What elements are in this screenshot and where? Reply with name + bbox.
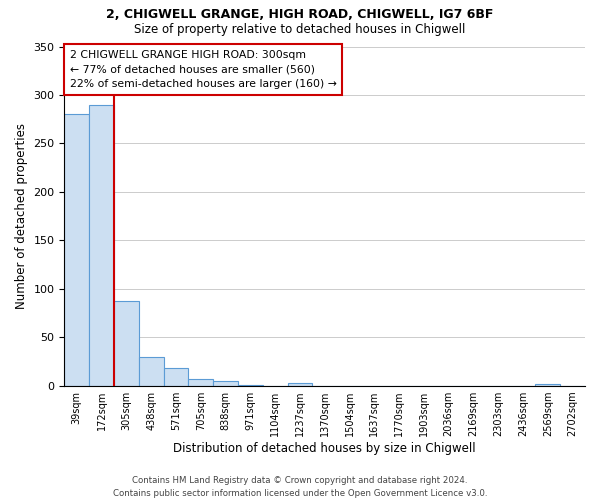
Text: Size of property relative to detached houses in Chigwell: Size of property relative to detached ho… <box>134 22 466 36</box>
Bar <box>164 368 188 386</box>
Bar <box>535 384 560 386</box>
Bar <box>188 379 213 386</box>
Text: 2 CHIGWELL GRANGE HIGH ROAD: 300sqm
← 77% of detached houses are smaller (560)
2: 2 CHIGWELL GRANGE HIGH ROAD: 300sqm ← 77… <box>70 50 337 90</box>
Bar <box>213 381 238 386</box>
Y-axis label: Number of detached properties: Number of detached properties <box>15 123 28 309</box>
X-axis label: Distribution of detached houses by size in Chigwell: Distribution of detached houses by size … <box>173 442 476 455</box>
Bar <box>64 114 89 386</box>
Bar <box>287 383 313 386</box>
Bar <box>238 385 263 386</box>
Bar <box>114 300 139 386</box>
Bar <box>89 104 114 386</box>
Bar <box>139 357 164 386</box>
Text: Contains HM Land Registry data © Crown copyright and database right 2024.
Contai: Contains HM Land Registry data © Crown c… <box>113 476 487 498</box>
Text: 2, CHIGWELL GRANGE, HIGH ROAD, CHIGWELL, IG7 6BF: 2, CHIGWELL GRANGE, HIGH ROAD, CHIGWELL,… <box>106 8 494 20</box>
